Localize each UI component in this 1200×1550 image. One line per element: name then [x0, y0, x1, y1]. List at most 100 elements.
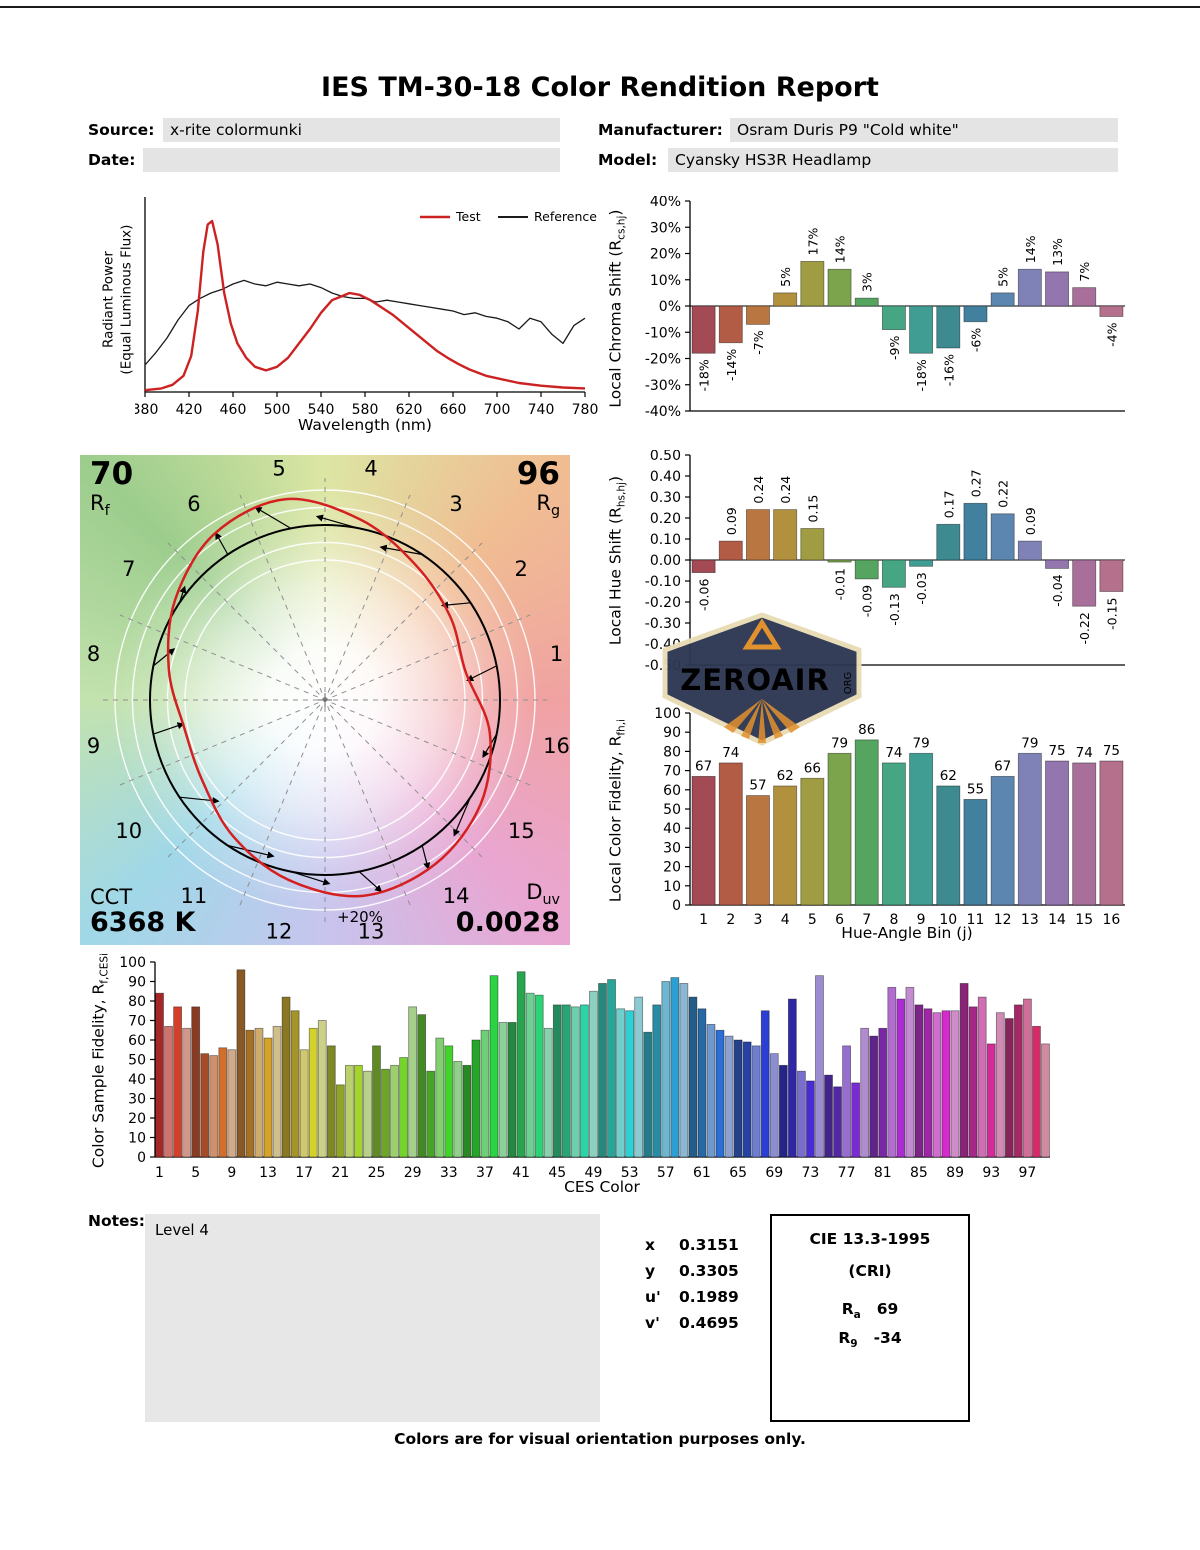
x-tick-label: 41 [512, 1165, 530, 1181]
bar [335, 1084, 345, 1158]
bar [742, 1041, 752, 1158]
bar [1017, 268, 1042, 307]
x-tick-label: 540 [308, 402, 335, 418]
report-title: IES TM-30-18 Color Rendition Report [321, 72, 879, 103]
bar [561, 1004, 571, 1158]
bar [881, 305, 906, 331]
bar [552, 1004, 562, 1158]
bar [1045, 559, 1069, 569]
bin-number: 1 [550, 642, 563, 666]
curve-test [144, 219, 586, 392]
bar [827, 752, 852, 906]
bar [773, 292, 798, 307]
bar [827, 559, 852, 563]
value-label: -18% [914, 359, 929, 391]
shift-arrow [227, 844, 275, 859]
bar [800, 777, 825, 906]
bin-number: 13 [358, 920, 385, 944]
badge-ray [762, 699, 783, 739]
shift-arrow [358, 871, 383, 893]
bar [525, 992, 535, 1158]
bar [679, 983, 689, 1158]
bar [881, 559, 906, 588]
y-tick-label: 0.10 [650, 532, 681, 548]
bar [800, 260, 825, 307]
x-tick-label: 1 [155, 1165, 164, 1181]
bar [936, 785, 961, 906]
x-tick-label: 37 [476, 1165, 494, 1181]
bar [1045, 760, 1069, 906]
y-tick-label: 0.50 [650, 450, 681, 464]
bar [670, 977, 680, 1158]
bar [887, 986, 897, 1158]
value-label: -18% [697, 359, 712, 391]
x-tick-label: 97 [1018, 1165, 1036, 1181]
bar [990, 775, 1015, 906]
x-tick-label: 620 [396, 402, 423, 418]
x-tick-label: 2 [726, 912, 735, 928]
bar [824, 1074, 833, 1158]
x-tick-label: 4 [781, 912, 790, 928]
date-value [143, 148, 560, 172]
bar [896, 998, 906, 1158]
y-tick-label: 40 [663, 821, 681, 837]
bar [390, 1064, 399, 1158]
y-tick-label: 50 [128, 1053, 146, 1069]
value-label: -0.15 [1104, 598, 1119, 630]
bin-number: 10 [115, 819, 142, 843]
hue-svg: 0.500.400.300.200.100.00-0.10-0.20-0.30-… [645, 450, 1125, 674]
value-label: -0.09 [860, 585, 875, 617]
x-tick-label: 3 [754, 912, 763, 928]
x-tick-label: 45 [548, 1165, 566, 1181]
y-tick-label: 50 [663, 802, 681, 818]
legend-reference-label: Reference [534, 209, 597, 224]
x-tick-label: 85 [910, 1165, 928, 1181]
bar [769, 1053, 779, 1158]
bar [643, 1031, 653, 1158]
source-label: Source: [88, 121, 155, 139]
bar [634, 996, 644, 1158]
bin-number: 3 [449, 492, 462, 516]
bin-number: 12 [266, 920, 293, 944]
value-label: 75 [1048, 743, 1065, 759]
x-tick-label: 660 [440, 402, 467, 418]
y-tick-label: 40 [128, 1072, 146, 1088]
y-tick-label: 100 [654, 706, 681, 722]
bar [1099, 559, 1124, 592]
value-label: -16% [941, 354, 956, 386]
bar [854, 297, 879, 307]
rg-block: 96 Rg [517, 458, 560, 519]
badge-ray [741, 699, 762, 739]
value-label: 17% [805, 227, 820, 255]
bar [936, 523, 961, 561]
chromaticity-block: x 0.3151 y 0.3305 u' 0.1989 v' 0.4695 [645, 1236, 739, 1340]
bar [354, 1064, 363, 1158]
bar [399, 1057, 408, 1158]
bar [344, 1064, 354, 1158]
duv-symbol: Duv [526, 880, 560, 909]
bar [715, 1029, 725, 1158]
bar [227, 1049, 237, 1158]
local-fidelity-chart: 100 90 80 70 60 50 40 30 20 10 0 67 1 74 2 57 3 62 4 66 5 79 6… [600, 705, 1140, 940]
x-tick-label: 12 [994, 912, 1012, 928]
bar [471, 1039, 481, 1158]
spd-x-axis-label: Wavelength (nm) [298, 416, 432, 434]
x-tick-label: 1 [699, 912, 708, 928]
x-tick-label: 15 [1075, 912, 1093, 928]
bar [1023, 998, 1032, 1158]
bar [905, 986, 915, 1158]
x-tick-label: 53 [621, 1165, 639, 1181]
bar [607, 979, 616, 1158]
y-tick-label: 0.40 [650, 469, 681, 485]
x-tick-label: 6 [835, 912, 844, 928]
model-value: Cyansky HS3R Headlamp [668, 148, 1118, 172]
bar [480, 1029, 490, 1158]
value-label: 14% [1023, 235, 1038, 263]
shift-arrow [315, 514, 360, 529]
x-tick-label: 460 [220, 402, 247, 418]
bin-number: 9 [87, 734, 100, 758]
bar [426, 1070, 436, 1158]
bar [936, 305, 961, 349]
